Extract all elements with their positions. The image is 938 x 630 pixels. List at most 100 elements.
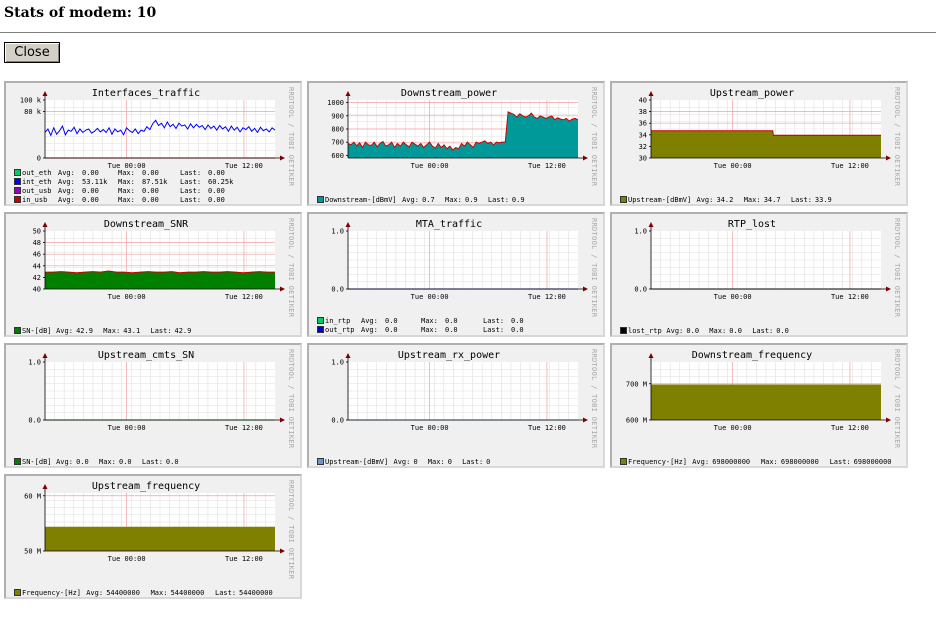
grid: [651, 231, 881, 289]
legend-stat-label: Max:: [421, 317, 438, 325]
graph-canvas: 0.0 1.0 Tue 00:00 Tue 12:00: [331, 353, 588, 432]
legend-last: 0.0: [165, 458, 179, 466]
legend-avg: 0.0: [385, 326, 398, 334]
graph-canvas: 50 M 60 M Tue 00:00 Tue 12:00: [24, 484, 285, 563]
y-tick-label: 80 k: [24, 108, 42, 116]
y-tick-label: 1.0: [331, 228, 344, 236]
y-tick-label: 1.0: [331, 359, 344, 367]
legend-stat-label: Last:: [462, 458, 484, 466]
graph-title: Upstream_power: [709, 88, 795, 99]
rrdtool-watermark: RRDTOOL / TOBI OETIKER: [287, 218, 295, 318]
graph-canvas: 0 80 k 100 k Tue 00:00 Tue 12:00: [20, 91, 285, 170]
x-tick-label: Tue 12:00: [528, 424, 566, 432]
legend-stat-label: Avg:: [361, 317, 378, 325]
legend-name: Downstream-[dBmV]: [325, 196, 397, 204]
y-axis-arrow: [648, 91, 654, 96]
legend-swatch: [620, 327, 627, 334]
graph-canvas: 600 700 800 900 1000 Tue 00:00 Tue 12:00: [327, 91, 588, 170]
legend-last: 0.0: [776, 327, 789, 335]
legend-stat-label: Last:: [180, 196, 202, 204]
x-tick-label: Tue 00:00: [714, 424, 752, 432]
x-tick-label: Tue 00:00: [714, 162, 752, 170]
y-axis-arrow: [345, 222, 351, 227]
legend-stat-label: Avg:: [402, 196, 419, 204]
legend-stat-label: Max:: [421, 326, 438, 334]
y-tick-label: 44: [33, 262, 41, 270]
legend-max: 698000000: [780, 458, 819, 466]
divider: [0, 32, 936, 33]
legend-last: 698000000: [853, 458, 892, 466]
legend-stat-label: Last:: [215, 589, 237, 597]
legend-swatch: [14, 196, 21, 203]
legend-swatch: [14, 458, 21, 465]
y-axis-arrow: [42, 222, 48, 227]
legend-name: Frequency-[Hz]: [22, 589, 82, 597]
graph-panel-upstream-power: Upstream_power RRDTOOL / TOBI OETIKER 30 32…: [610, 81, 908, 206]
legend-avg: 0.00: [82, 187, 99, 195]
graph-title: Downstream_SNR: [103, 219, 189, 230]
graph-panel-mta-traffic: MTA_traffic RRDTOOL / TOBI OETIKER 0.0 1.0 T…: [307, 212, 605, 337]
legend-last: 42.9: [174, 327, 192, 335]
legend-stat-label: Last:: [483, 326, 505, 334]
legend-avg: 34.2: [716, 196, 734, 204]
legend-swatch: [317, 326, 324, 333]
rrdtool-watermark: RRDTOOL / TOBI OETIKER: [893, 87, 901, 187]
graph-panel-downstream-power: Downstream_power RRDTOOL / TOBI OETIKER 60…: [307, 81, 605, 206]
legend-name: in_rtp: [325, 317, 351, 325]
y-tick-label: 900: [331, 112, 344, 120]
rrdtool-watermark: RRDTOOL / TOBI OETIKER: [287, 87, 295, 187]
rrdtool-watermark: RRDTOOL / TOBI OETIKER: [287, 480, 295, 580]
legend-avg: 53.11k: [82, 178, 108, 186]
legend-stat-label: Avg:: [58, 178, 75, 186]
legend-swatch: [14, 327, 21, 334]
legend-stat-label: Avg:: [696, 196, 714, 204]
legend-name: in_usb: [22, 196, 48, 204]
legend-avg: 0.00: [82, 196, 99, 204]
rrdtool-watermark: RRDTOOL / TOBI OETIKER: [893, 349, 901, 449]
y-axis-arrow: [648, 353, 654, 358]
y-tick-label: 1000: [327, 99, 344, 107]
y-tick-label: 48: [33, 239, 41, 247]
legend-stat-label: Max:: [445, 196, 462, 204]
legend-max: 0.0: [119, 458, 132, 466]
legend-stat-label: Last:: [141, 458, 163, 466]
legend-max: 0.0: [729, 327, 742, 335]
legend-max: 0: [447, 458, 453, 466]
series-line-sn-db: [45, 270, 275, 274]
x-tick-label: Tue 00:00: [411, 162, 449, 170]
x-tick-label: Tue 12:00: [225, 555, 263, 563]
y-axis-arrow: [648, 222, 654, 227]
x-axis-arrow: [886, 417, 891, 423]
legend-name: Upstream-[dBmV]: [325, 458, 389, 466]
y-tick-label: 40: [639, 97, 647, 105]
legend-name: Frequency-[Hz]: [628, 458, 688, 466]
legend-stat-label: Avg:: [58, 187, 75, 195]
close-button[interactable]: Close: [4, 42, 60, 63]
y-axis-arrow: [345, 91, 351, 96]
x-tick-label: Tue 00:00: [108, 162, 146, 170]
legend-name: lost_rtp: [628, 327, 662, 335]
graph-panel-upstream-cmts-sn: Upstream_cmts_SN RRDTOOL / TOBI OETIKER 0.…: [4, 343, 302, 468]
legend-stat-label: Avg:: [58, 169, 75, 177]
legend-max: 0.9: [465, 196, 478, 204]
legend-stat-label: Avg:: [58, 196, 75, 204]
legend-stat-label: Avg:: [692, 458, 710, 466]
legend-stat-label: Last:: [790, 196, 812, 204]
graph-panel-upstream-frequency: Upstream_frequency RRDTOOL / TOBI OETIKER…: [4, 474, 302, 599]
legend-name: out_rtp: [325, 326, 355, 334]
x-tick-label: Tue 12:00: [225, 162, 263, 170]
graph-title: Interfaces_traffic: [91, 88, 201, 99]
legend-swatch: [620, 196, 627, 203]
series-area-upstream-dbmv: [651, 130, 881, 158]
x-axis-arrow: [583, 286, 588, 292]
legend-stat-label: Last:: [483, 317, 505, 325]
x-axis-arrow: [886, 286, 891, 292]
graph-panel-downstream-frequency: Downstream_frequency RRDTOOL / TOBI OETIK…: [610, 343, 908, 468]
legend-stat-label: Avg:: [361, 326, 378, 334]
x-axis-arrow: [280, 548, 285, 554]
y-tick-label: 1.0: [634, 228, 647, 236]
y-tick-label: 600 M: [626, 417, 647, 425]
graph-panel-downstream-snr: Downstream_SNR RRDTOOL / TOBI OETIKER 40 42…: [4, 212, 302, 337]
legend-last: 0.0: [511, 326, 524, 334]
legend-max: 0.00: [142, 187, 159, 195]
